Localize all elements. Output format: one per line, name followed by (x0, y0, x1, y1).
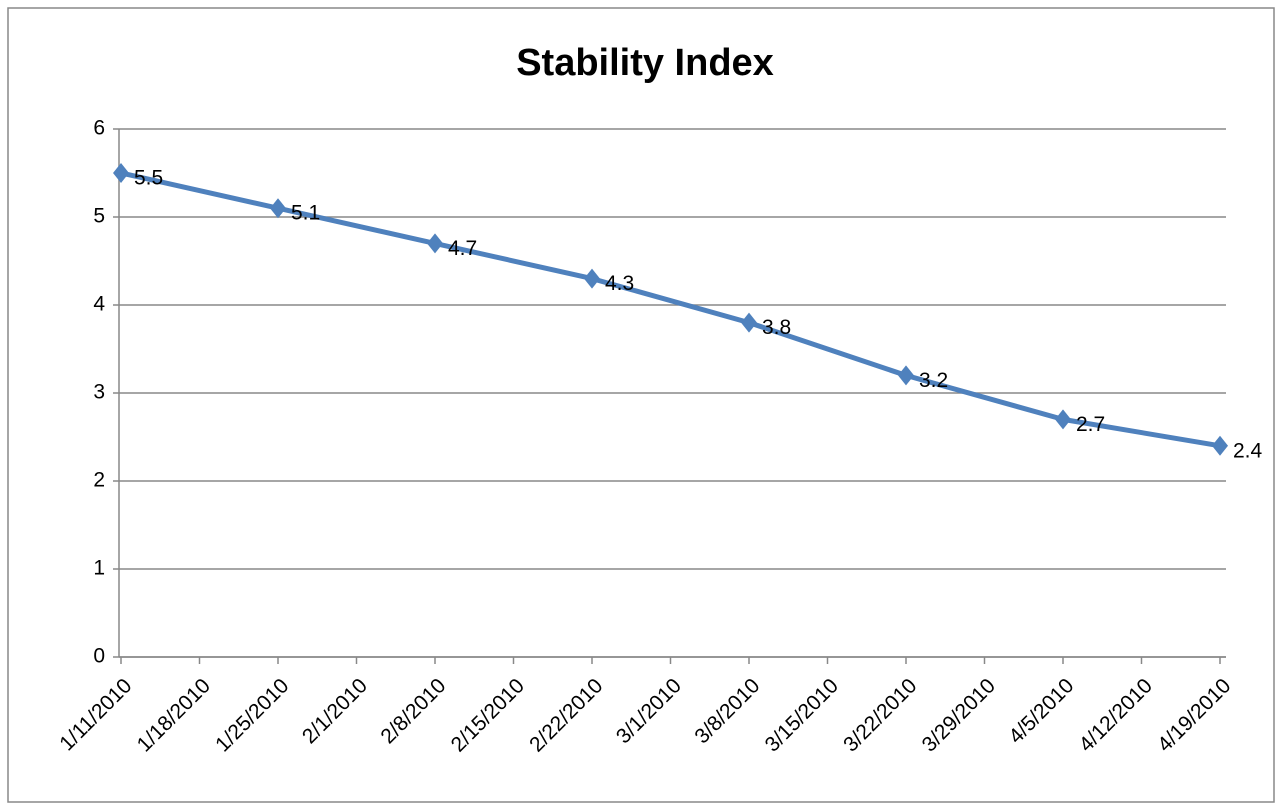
y-tick-label: 2 (93, 469, 105, 492)
line (120, 170, 1221, 449)
data-label: 3.2 (919, 369, 948, 392)
chart-border (7, 7, 1275, 803)
point (427, 233, 443, 254)
y-tick-label: 3 (93, 381, 105, 404)
point (270, 198, 286, 219)
point (741, 312, 757, 333)
y-tick-label: 1 (93, 557, 105, 580)
y-tick-label: 5 (93, 205, 105, 228)
point (1212, 435, 1228, 456)
y-tick-label: 4 (93, 293, 105, 316)
data-label: 4.7 (448, 237, 477, 260)
point (113, 163, 129, 183)
data-label: 3.8 (762, 316, 791, 339)
point (1055, 409, 1071, 430)
data-label: 5.1 (291, 202, 320, 225)
y-tick-label: 0 (93, 645, 105, 668)
chart-title: Stability Index (516, 42, 774, 84)
point (898, 365, 914, 386)
data-label: 4.3 (605, 272, 634, 295)
point (584, 268, 600, 289)
data-label: 2.4 (1233, 439, 1263, 462)
y-tick-label: 6 (93, 117, 105, 140)
data-label: 2.7 (1076, 413, 1105, 436)
data-label: 5.5 (134, 167, 163, 190)
